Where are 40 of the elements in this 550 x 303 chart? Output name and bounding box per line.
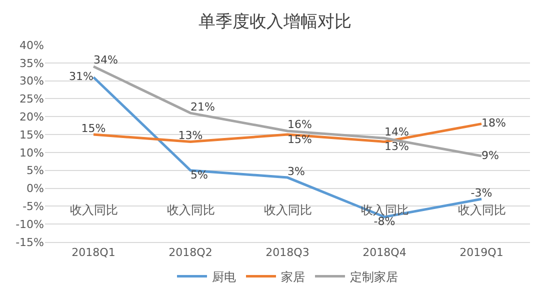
legend-label: 家居 [281,270,305,284]
y-tick-label: 25% [20,92,44,106]
data-label: 15% [81,122,106,135]
legend-label: 定制家居 [350,270,398,284]
legend-label: 厨电 [212,270,236,284]
data-label: 18% [482,116,506,130]
data-label: 31% [69,70,94,83]
y-tick-label: 40% [20,38,44,52]
data-label: 14% [384,125,409,138]
data-label: 13% [384,140,409,153]
y-tick-label: 10% [20,146,44,160]
y-tick-label: 0% [26,182,44,196]
data-label: 13% [178,128,203,142]
annotation: 收入同比 [70,203,118,217]
annotation: 收入同比 [458,203,506,217]
data-label: 16% [288,118,312,132]
y-tick-label: -10% [16,218,44,231]
data-label: 34% [94,54,118,67]
data-label: 3% [288,164,305,178]
annotation: 收入同比 [167,203,215,217]
y-tick-label: 20% [20,110,44,124]
y-tick-label: -5% [22,200,44,214]
data-label: -8% [374,215,396,228]
x-tick-label: 2018Q1 [72,246,116,260]
data-label: 5% [190,168,208,182]
data-label: 9% [482,148,499,162]
y-tick-label: 5% [26,164,44,178]
x-tick-label: 2018Q3 [266,246,310,260]
chart-title: 单季度收入增幅对比 [198,12,352,32]
y-tick-label: 35% [20,56,44,70]
y-tick-label: 30% [20,74,44,88]
x-tick-label: 2018Q2 [168,246,212,260]
data-label: -3% [470,186,492,200]
data-label: 21% [190,100,215,114]
annotation: 收入同比 [264,203,312,217]
data-label: 15% [288,132,312,146]
x-tick-label: 2018Q4 [362,246,406,260]
x-tick-label: 2019Q1 [460,246,504,260]
y-tick-label: 15% [20,128,44,142]
y-tick-label: -15% [16,236,44,249]
